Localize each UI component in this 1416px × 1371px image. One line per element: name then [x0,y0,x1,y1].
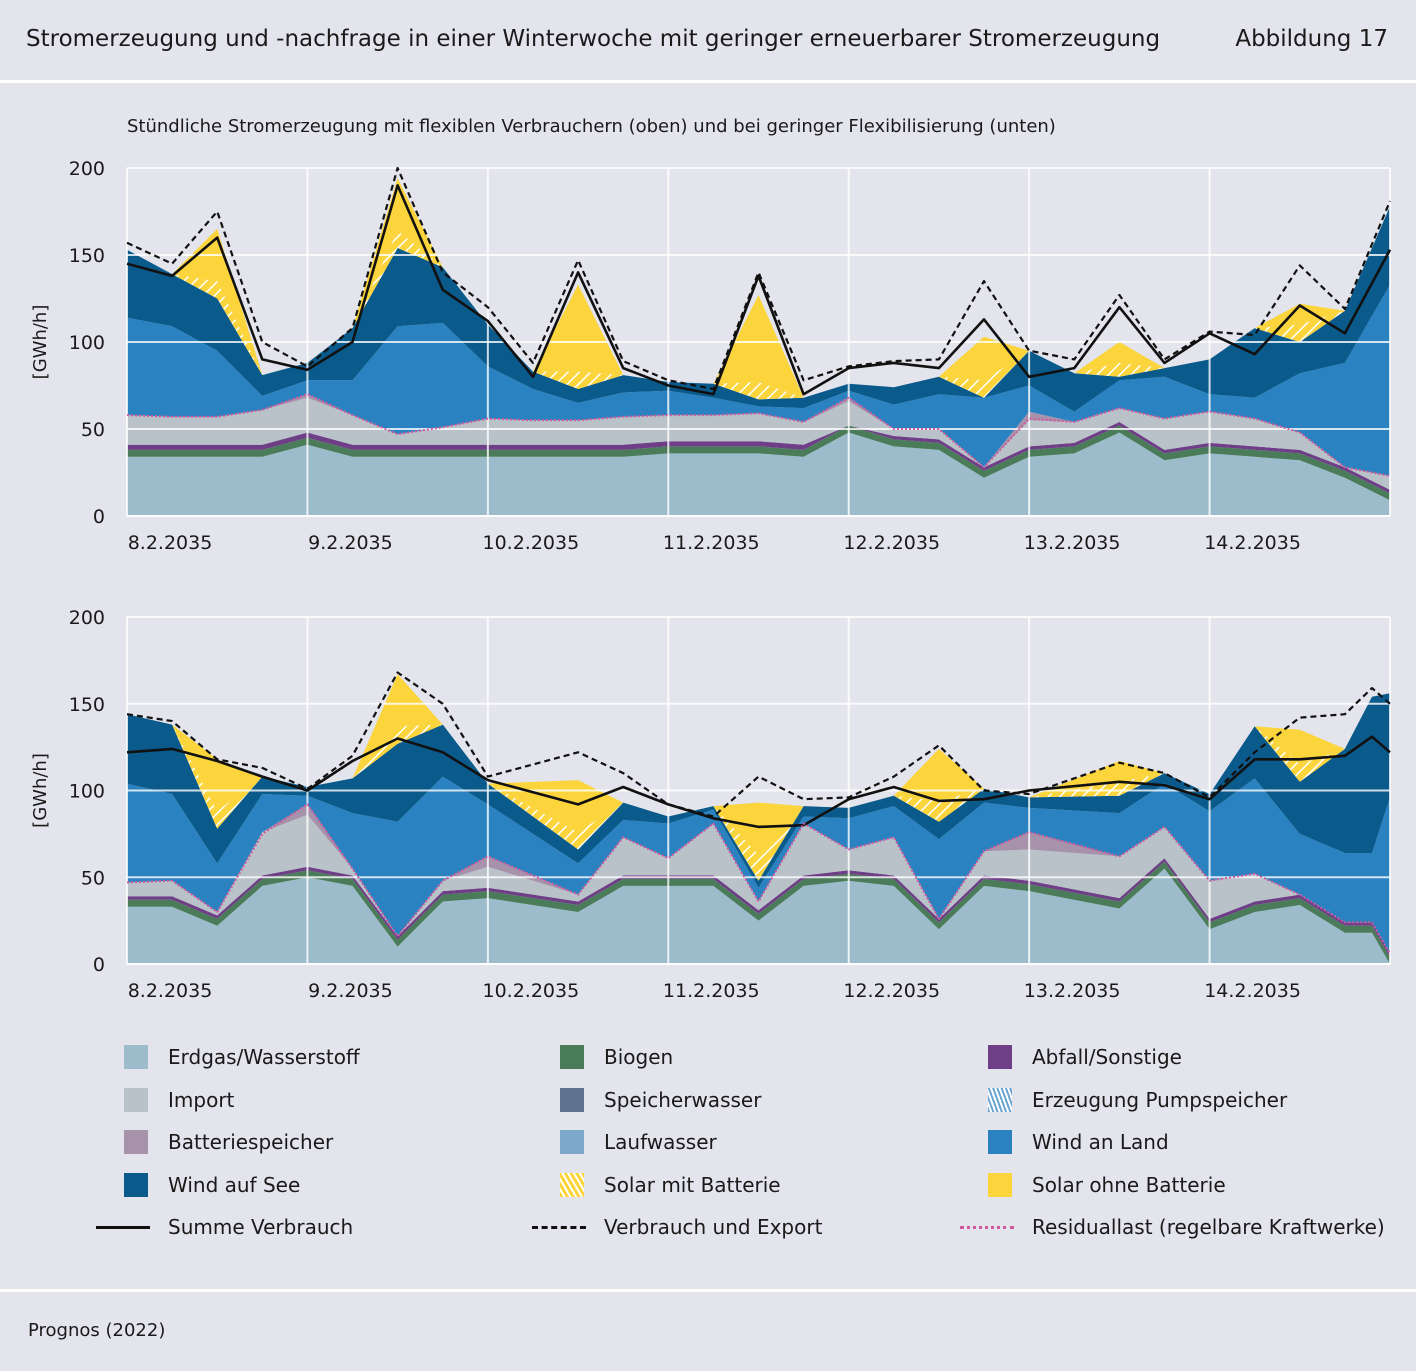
legend-label: Import [168,1088,235,1112]
y-tick-label: 100 [69,332,105,354]
chart-subtitle: Stündliche Stromerzeugung mit flexiblen … [127,116,1056,137]
legend-item-erdgas: Erdgas/Wasserstoff [124,1043,544,1071]
footer-divider [0,1289,1416,1292]
legend-swatch-solar_mit [560,1173,584,1197]
legend-item-wind_land: Wind an Land [988,1128,1408,1156]
x-tick-label: 9.2.2035 [308,980,393,1002]
x-tick-label: 8.2.2035 [128,532,213,554]
y-tick-label: 50 [81,419,105,441]
legend-label: Wind an Land [1032,1130,1169,1154]
area-import [127,397,1390,490]
legend-swatch-biogen [560,1045,584,1069]
legend: Erdgas/Wasserstoff Biogen Abfall/Sonstige I… [0,1030,1416,1260]
legend-item-solar_mit: Solar mit Batterie [560,1171,980,1199]
area-wind_land [127,284,1390,476]
legend-line-residual [960,1226,1014,1229]
legend-item-speicherwasser: Speicherwasser [560,1086,980,1114]
legend-item-residual: Residuallast (regelbare Kraftwerke) [960,1213,1385,1241]
legend-label: Solar mit Batterie [604,1173,781,1197]
legend-swatch-laufwasser [560,1130,584,1154]
legend-swatch-wind_see [124,1173,148,1197]
legend-line-export [532,1226,586,1229]
line-residual [126,393,1391,477]
y-tick-label: 200 [69,607,105,629]
figure-title: Stromerzeugung und -nachfrage in einer W… [26,26,1161,52]
line-summe [126,735,1391,829]
legend-item-summe: Summe Verbrauch [96,1213,516,1241]
y-tick-label: 100 [69,781,105,803]
area-wind_see [127,206,1390,412]
chart-top: 0 50 100 150 200 8.2.2035 9.2.2035 10.2.2035 11.… [30,158,1392,554]
legend-item-pumpspeicher: Erzeugung Pumpspeicher [988,1086,1408,1114]
x-tick-label: 14.2.2035 [1204,532,1301,554]
legend-label: Biogen [604,1045,674,1069]
legend-item-import: Import [124,1086,544,1114]
header-bar: Stromerzeugung und -nachfrage in einer W… [0,0,1416,83]
area-wind_land [127,776,1390,954]
legend-label: Abfall/Sonstige [1032,1045,1182,1069]
legend-label: Laufwasser [604,1130,717,1154]
legend-item-export: Verbrauch und Export [532,1213,952,1241]
area-wind_see [127,693,1390,888]
legend-label: Speicherwasser [604,1088,762,1112]
line-export [126,671,1391,818]
x-tick-label: 11.2.2035 [663,980,760,1002]
legend-swatch-erdgas [124,1045,148,1069]
legend-swatch-solar_ohne [988,1173,1012,1197]
legend-item-solar_ohne: Solar ohne Batterie [988,1171,1408,1199]
line-summe [126,184,1392,396]
y-tick-label: 200 [69,158,105,180]
area-solar_ohne [127,674,1390,855]
legend-label: Wind auf See [168,1173,301,1197]
area-erdgas [127,432,1390,516]
legend-swatch-pumpspeicher [988,1088,1012,1112]
x-tick-label: 12.2.2035 [843,532,940,554]
x-tick-label: 12.2.2035 [843,980,940,1002]
figure-number: Abbildung 17 [1235,26,1388,52]
legend-swatch-abfall [988,1045,1012,1069]
x-tick-label: 9.2.2035 [308,532,393,554]
x-tick-label: 10.2.2035 [483,532,580,554]
chart-bottom: 0 50 100 150 200 8.2.2035 9.2.2035 10.2.2035 11.… [30,607,1391,1002]
charts-canvas: 0 50 100 150 200 8.2.2035 9.2.2035 10.2.2035 11.… [30,158,1392,1002]
y-tick-label: 150 [69,245,105,267]
legend-item-biogen: Biogen [560,1043,980,1071]
legend-swatch-import [124,1088,148,1112]
y-tick-label: 150 [69,694,105,716]
y-axis-label: [GWh/h] [30,753,51,828]
legend-swatch-batterie [124,1130,148,1154]
legend-item-abfall: Abfall/Sonstige [988,1043,1408,1071]
legend-item-batterie: Batteriespeicher [124,1128,544,1156]
y-tick-label: 0 [93,506,105,528]
legend-swatch-wind_land [988,1130,1012,1154]
area-erdgas [127,868,1390,964]
legend-label: Batteriespeicher [168,1130,334,1154]
x-tick-label: 8.2.2035 [128,980,213,1002]
legend-item-wind_see: Wind auf See [124,1171,544,1199]
y-tick-label: 0 [93,954,105,976]
x-tick-label: 13.2.2035 [1024,532,1121,554]
legend-label: Verbrauch und Export [604,1215,823,1239]
x-tick-label: 13.2.2035 [1024,980,1121,1002]
legend-swatch-speicherwasser [560,1088,584,1112]
legend-label: Solar ohne Batterie [1032,1173,1226,1197]
y-tick-label: 50 [81,867,105,889]
legend-label: Summe Verbrauch [168,1215,354,1239]
x-tick-label: 11.2.2035 [663,532,760,554]
legend-item-laufwasser: Laufwasser [560,1128,980,1156]
x-tick-label: 10.2.2035 [483,980,580,1002]
x-tick-label: 14.2.2035 [1204,980,1301,1002]
legend-label: Residuallast (regelbare Kraftwerke) [1032,1215,1385,1239]
source-note: Prognos (2022) [28,1320,166,1341]
legend-label: Erzeugung Pumpspeicher [1032,1088,1288,1112]
y-axis-label: [GWh/h] [30,305,51,380]
legend-label: Erdgas/Wasserstoff [168,1045,360,1069]
legend-line-summe [96,1226,150,1229]
area-solar_ohne [127,178,1390,398]
